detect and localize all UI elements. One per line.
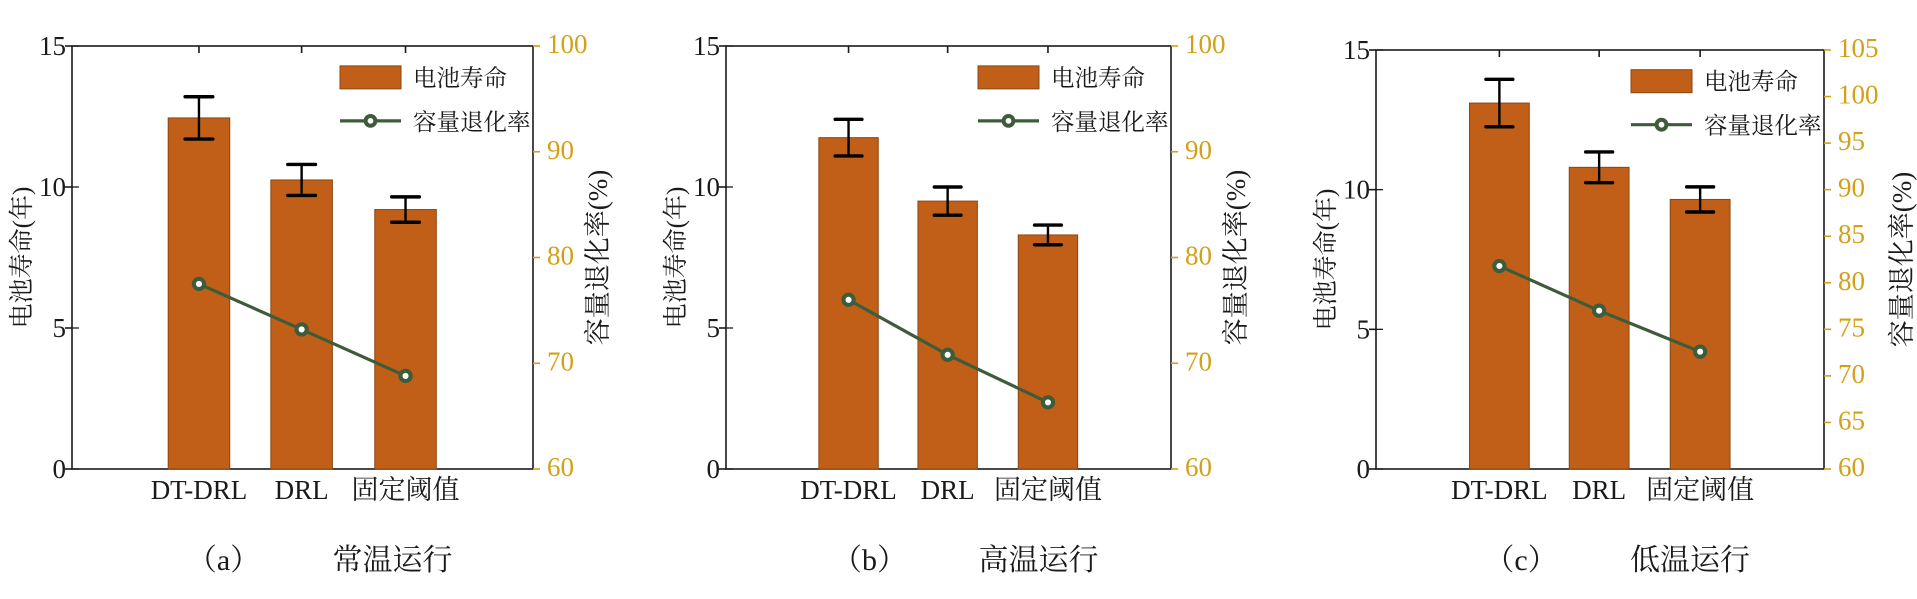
svg-text:电池寿命: 电池寿命 bbox=[413, 65, 507, 92]
svg-text:90: 90 bbox=[1838, 173, 1865, 203]
svg-text:65: 65 bbox=[1838, 405, 1865, 435]
svg-text:15: 15 bbox=[1343, 35, 1370, 65]
svg-text:低温运行: 低温运行 bbox=[1630, 544, 1750, 577]
svg-text:60: 60 bbox=[1838, 452, 1865, 482]
svg-text:电池寿命(年): 电池寿命(年) bbox=[8, 187, 36, 329]
svg-text:固定阈值: 固定阈值 bbox=[994, 475, 1102, 505]
svg-text:60: 60 bbox=[1185, 452, 1212, 482]
svg-text:DRL: DRL bbox=[275, 475, 329, 505]
svg-text:15: 15 bbox=[39, 31, 66, 61]
svg-text:15: 15 bbox=[693, 31, 720, 61]
svg-text:60: 60 bbox=[547, 452, 574, 482]
svg-text:10: 10 bbox=[693, 172, 720, 202]
svg-text:容量退化率: 容量退化率 bbox=[1704, 113, 1822, 140]
svg-text:0: 0 bbox=[1357, 454, 1371, 484]
svg-text:95: 95 bbox=[1838, 126, 1865, 156]
svg-text:常温运行: 常温运行 bbox=[333, 544, 453, 577]
svg-text:70: 70 bbox=[1185, 346, 1212, 376]
svg-text:固定阈值: 固定阈值 bbox=[1646, 475, 1754, 505]
svg-text:80: 80 bbox=[1838, 266, 1865, 296]
svg-text:5: 5 bbox=[1357, 314, 1371, 344]
svg-text:DT-DRL: DT-DRL bbox=[1451, 475, 1548, 505]
svg-text:85: 85 bbox=[1838, 219, 1865, 249]
svg-text:0: 0 bbox=[53, 454, 67, 484]
svg-text:80: 80 bbox=[547, 241, 574, 271]
svg-text:100: 100 bbox=[547, 29, 588, 59]
svg-text:75: 75 bbox=[1838, 312, 1865, 342]
svg-text:100: 100 bbox=[1838, 80, 1879, 110]
svg-text:电池寿命: 电池寿命 bbox=[1051, 65, 1145, 92]
svg-text:80: 80 bbox=[1185, 241, 1212, 271]
svg-text:105: 105 bbox=[1838, 33, 1879, 63]
svg-text:容量退化率(%): 容量退化率(%) bbox=[1221, 170, 1251, 345]
svg-text:（a）: （a） bbox=[187, 544, 260, 577]
svg-text:90: 90 bbox=[547, 135, 574, 165]
svg-text:（c）: （c） bbox=[1484, 544, 1557, 577]
svg-text:容量退化率: 容量退化率 bbox=[1051, 109, 1169, 136]
svg-text:5: 5 bbox=[707, 313, 721, 343]
svg-text:固定阈值: 固定阈值 bbox=[352, 475, 460, 505]
svg-text:高温运行: 高温运行 bbox=[979, 544, 1099, 577]
svg-text:（b）: （b） bbox=[832, 544, 907, 577]
svg-text:0: 0 bbox=[707, 454, 721, 484]
svg-text:DT-DRL: DT-DRL bbox=[800, 475, 897, 505]
svg-text:容量退化率: 容量退化率 bbox=[413, 109, 531, 136]
svg-text:10: 10 bbox=[39, 172, 66, 202]
svg-text:DRL: DRL bbox=[1572, 475, 1626, 505]
svg-text:5: 5 bbox=[53, 313, 67, 343]
svg-text:容量退化率(%): 容量退化率(%) bbox=[583, 170, 613, 345]
svg-text:10: 10 bbox=[1343, 175, 1370, 205]
svg-text:电池寿命(年): 电池寿命(年) bbox=[662, 187, 690, 329]
svg-text:DRL: DRL bbox=[921, 475, 975, 505]
svg-text:100: 100 bbox=[1185, 29, 1226, 59]
svg-text:电池寿命: 电池寿命 bbox=[1704, 69, 1798, 96]
svg-text:90: 90 bbox=[1185, 135, 1212, 165]
svg-text:DT-DRL: DT-DRL bbox=[151, 475, 248, 505]
svg-text:70: 70 bbox=[547, 346, 574, 376]
svg-text:容量退化率(%): 容量退化率(%) bbox=[1887, 172, 1917, 347]
svg-text:电池寿命(年): 电池寿命(年) bbox=[1312, 189, 1340, 331]
svg-text:70: 70 bbox=[1838, 359, 1865, 389]
